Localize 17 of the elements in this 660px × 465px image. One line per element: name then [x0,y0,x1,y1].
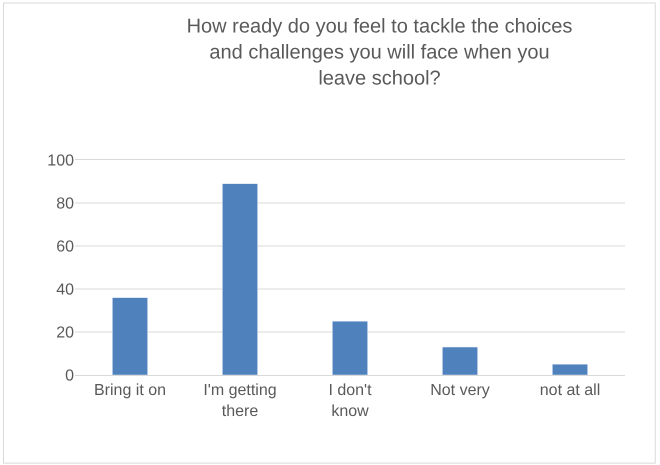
bar [332,321,368,375]
y-tick-label: 20 [56,324,74,342]
bar [442,346,478,375]
x-tick-label: I don't know [328,382,372,420]
bar [552,364,588,375]
x-tick-label: Not very [430,382,490,400]
y-tick-label: 40 [56,282,74,299]
bar [112,297,148,375]
bar [222,183,258,375]
y-tick-label: 60 [56,238,74,256]
y-tick-label: 0 [65,368,74,385]
x-tick-label: not at all [540,382,600,400]
chart-title: How ready do you feel to tackle the choices and challenges you will face when you leave school? [186,16,572,90]
y-tick-label: 100 [47,152,74,170]
x-tick-label: I'm getting there [203,382,277,420]
y-tick-label: 80 [56,196,74,213]
x-tick-label: Bring it on [94,382,166,400]
